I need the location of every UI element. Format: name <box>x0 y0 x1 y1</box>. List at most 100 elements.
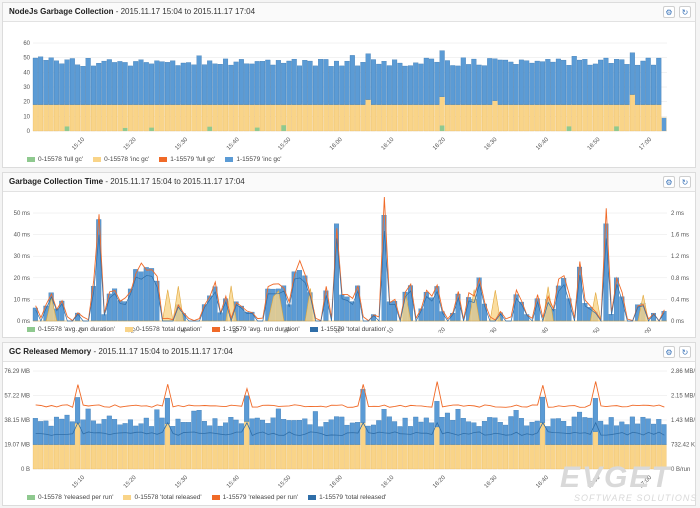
refresh-icon: ↻ <box>681 178 689 187</box>
bar-inc-gc-1 <box>555 58 561 105</box>
bar-inc-gc-1 <box>275 60 281 105</box>
gc-memory-panel: GC Released Memory - 2015.11.17 15:04 to… <box>2 342 696 506</box>
x-tick-label: 16:50 <box>587 326 602 333</box>
bar-inc-gc-1 <box>429 58 435 105</box>
bar-inc-gc-1 <box>238 59 244 105</box>
bar-inc-gc-1 <box>439 50 445 97</box>
panel-title: NodeJs Garbage Collection - 2015.11.17 1… <box>9 7 256 16</box>
bar-inc-gc-0 <box>402 104 408 132</box>
bar-total-released-0 <box>281 444 287 470</box>
legend-item[interactable]: 1-15579 'total duration' <box>309 326 386 333</box>
bar-inc-gc-0 <box>529 104 535 132</box>
bar-total-released-1 <box>96 423 102 445</box>
y-tick-label: 10 <box>23 114 30 120</box>
bar-total-released-1 <box>571 416 577 445</box>
legend-item[interactable]: 0-15578 'total released' <box>123 494 202 501</box>
bar-total-released-0 <box>80 444 86 470</box>
bar-total-released-1 <box>249 418 255 445</box>
bar-inc-gc-1 <box>154 60 160 105</box>
x-tick-label: 16:40 <box>535 474 550 489</box>
bar-total-released-0 <box>582 444 588 470</box>
bar-inc-gc-1 <box>608 63 614 105</box>
bar-inc-gc-1 <box>645 57 651 105</box>
bar-total-released-1 <box>640 416 646 445</box>
legend-item[interactable]: 1-15579 'inc gc' <box>225 156 282 163</box>
y-tick-label: 10 ms <box>14 297 30 303</box>
bar-total-released-1 <box>550 418 556 445</box>
bar-total-released-1 <box>476 426 482 445</box>
bar-inc-gc-1 <box>376 63 382 105</box>
bar-total-released-0 <box>223 444 228 470</box>
refresh-button[interactable]: ↻ <box>679 6 691 18</box>
x-tick-label: 16:40 <box>535 136 550 151</box>
legend-item[interactable]: 0-15578 'total duration' <box>124 326 202 333</box>
bar-inc-gc-1 <box>571 56 577 105</box>
bar-full-gc-0 <box>439 125 445 131</box>
bar-inc-gc-0 <box>487 104 493 132</box>
legend-item[interactable]: 0-15578 'released per run' <box>27 494 113 501</box>
bar-total-released-0 <box>48 444 54 470</box>
bar-total-released-0 <box>233 444 239 470</box>
legend-item[interactable]: 1-15579 'released per run' <box>211 494 298 501</box>
y-tick-label: 30 ms <box>14 254 30 260</box>
bar-inc-gc-0 <box>101 104 107 132</box>
bar-inc-gc-1 <box>656 57 662 105</box>
gc-time-panel: Garbage Collection Time - 2015.11.17 15:… <box>2 172 696 338</box>
bar-full-gc-0 <box>207 126 213 131</box>
bar-total-released-0 <box>138 444 144 470</box>
bar-inc-gc-1 <box>186 62 192 105</box>
bar-total-released-0 <box>487 444 493 470</box>
bar-inc-gc-0 <box>577 104 582 132</box>
bar-total-released-0 <box>624 444 630 470</box>
bar-inc-gc-0 <box>186 104 191 132</box>
bar-inc-gc-0 <box>555 104 561 132</box>
bar-total-released-0 <box>550 444 556 470</box>
refresh-button[interactable]: ↻ <box>679 176 691 188</box>
legend-item[interactable]: 0-15578 'full gc' <box>27 156 83 163</box>
bar-inc-gc-1 <box>32 57 38 105</box>
bar-inc-gc-1 <box>370 59 376 105</box>
bar-total-released-1 <box>270 417 276 445</box>
settings-button[interactable]: ⚙ <box>663 346 675 358</box>
legend-item[interactable]: 1-15579 'avg. run duration' <box>211 326 300 333</box>
refresh-button[interactable]: ↻ <box>679 346 691 358</box>
bar-total-released-1 <box>471 422 477 445</box>
bar-inc-gc-1 <box>392 59 398 105</box>
bar-inc-gc-1 <box>513 64 519 105</box>
bar-inc-gc-0 <box>645 104 651 132</box>
settings-button[interactable]: ⚙ <box>663 6 675 18</box>
settings-button[interactable]: ⚙ <box>663 176 675 188</box>
bar-total-released-0 <box>228 444 234 470</box>
bar-inc-gc-0 <box>339 104 345 132</box>
legend-swatch <box>211 494 220 500</box>
bar-inc-gc-1 <box>69 58 75 105</box>
bar-inc-gc-0 <box>75 104 81 132</box>
bar-inc-gc-0 <box>624 104 630 132</box>
bar-inc-gc-1 <box>466 64 472 105</box>
bar-total-released-0 <box>429 444 435 470</box>
bar-total-released-1 <box>508 416 514 445</box>
bar-total-released-0 <box>286 444 292 470</box>
legend-item[interactable]: 1-15579 'full gc' <box>159 156 215 163</box>
bar-inc-gc-1 <box>598 59 604 105</box>
bar-total-released-1 <box>407 426 413 445</box>
bar-inc-gc-0 <box>587 104 593 132</box>
bar-inc-gc-1 <box>418 63 424 105</box>
bar-total-released-1 <box>487 417 493 445</box>
bar-inc-gc-1 <box>614 59 620 105</box>
bar-inc-gc-1 <box>492 58 498 101</box>
bar-inc-gc-1 <box>635 64 641 105</box>
bar-inc-gc-0 <box>471 104 477 132</box>
bar-inc-gc-0 <box>434 104 440 132</box>
legend-item[interactable]: 0-15578 'inc gc' <box>93 156 149 163</box>
x-tick-label: 16:30 <box>484 474 499 489</box>
bar-inc-gc-0 <box>429 104 435 132</box>
legend-label: 0-15578 'full gc' <box>38 156 84 163</box>
bar-total-released-0 <box>69 444 75 470</box>
bar-total-released-0 <box>608 444 614 470</box>
x-tick-label: 15:10 <box>71 326 86 333</box>
legend-item[interactable]: 0-15578 'avg. run duration' <box>27 326 115 333</box>
bar-total-released-0 <box>270 444 276 470</box>
legend-item[interactable]: 1-15579 'total released' <box>308 494 386 501</box>
legend-label: 1-15579 'total released' <box>319 494 387 501</box>
